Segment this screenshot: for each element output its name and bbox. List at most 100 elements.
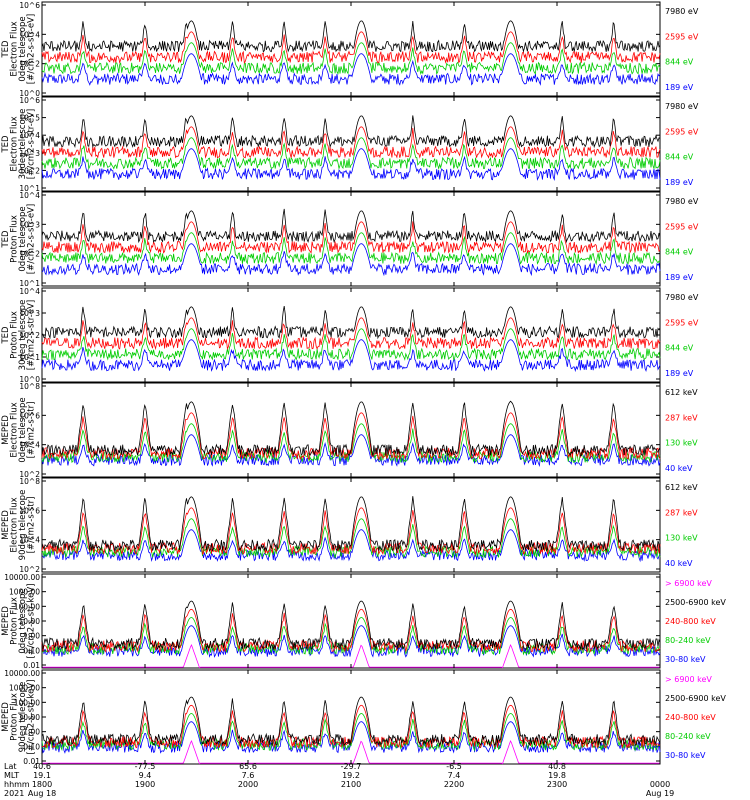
- legend-entry: 189 eV: [665, 369, 694, 378]
- legend-entry: 2500-6900 keV: [665, 598, 726, 607]
- y-axis-label-line: TED: [1, 326, 11, 345]
- y-tick-label: 1000.00: [9, 588, 40, 597]
- series-trace: [41, 608, 661, 653]
- y-tick-label: 10^2: [19, 250, 40, 259]
- legend-entry: 130 keV: [665, 439, 698, 448]
- panel-frame: [41, 669, 661, 765]
- legend-entry: 40 keV: [665, 464, 693, 473]
- x-tick-label: 2100: [341, 780, 361, 789]
- series-trace: [41, 518, 661, 559]
- legend-entry: 130 keV: [665, 534, 698, 543]
- y-tick-label: 100.00: [14, 602, 40, 611]
- y-tick-label: 10000.00: [4, 573, 40, 582]
- legend-entry: 240-800 keV: [665, 713, 716, 722]
- legend-entry: 612 keV: [665, 388, 698, 397]
- legend-entry: 2595 eV: [665, 32, 699, 41]
- series-trace: [41, 625, 661, 658]
- y-axis-label-line: 0deg telescope: [18, 588, 28, 653]
- x-tick-label: 1900: [135, 780, 155, 789]
- series-trace: [41, 400, 661, 457]
- legend-entry: 844 eV: [665, 58, 694, 67]
- y-tick-label: 10^8: [19, 382, 40, 391]
- y-tick-label: 10^5: [19, 114, 40, 123]
- legend-entry: 2595 eV: [665, 127, 699, 136]
- y-tick-label: 10^2: [19, 60, 40, 69]
- y-tick-label: 10^1: [19, 279, 40, 288]
- y-axis-label-line: MEPED: [1, 415, 11, 445]
- series-trace: [41, 232, 661, 266]
- y-axis-label-line: MEPED: [1, 702, 11, 732]
- legend-entry: 2595 eV: [665, 318, 699, 327]
- y-tick-label: 1.00: [23, 632, 40, 641]
- series-trace: [41, 53, 661, 86]
- series-trace: [41, 243, 661, 277]
- x-tick-label: Aug 18: [28, 789, 56, 798]
- y-axis-label-line: TED: [1, 40, 11, 59]
- y-axis-label-line: Proton Flux: [10, 693, 20, 741]
- legend-entry: 30-80 keV: [665, 655, 706, 664]
- x-tick-label: 40.8: [548, 762, 566, 771]
- y-axis-label-line: Electron Flux: [10, 402, 20, 457]
- y-axis-label-line: Electron Flux: [10, 497, 20, 552]
- y-axis-label-line: Proton Flux: [10, 215, 20, 263]
- y-tick-label: 10^8: [19, 477, 40, 486]
- series-trace: [41, 148, 661, 181]
- panel-frame: [41, 287, 661, 383]
- y-tick-label: 10000.00: [4, 669, 40, 678]
- legend-entry: 80-240 keV: [665, 732, 711, 741]
- y-tick-label: 100.00: [14, 698, 40, 707]
- legend-entry: 844 eV: [665, 153, 694, 162]
- y-axis-label-line: 30deg telescope: [18, 109, 28, 180]
- panel-frame: [41, 573, 661, 669]
- x-tick-label: 2200: [444, 780, 464, 789]
- y-axis-label-line: [#/cm2-s-str-keV]: [27, 584, 37, 659]
- panel-frame: [41, 477, 661, 573]
- x-row-label: MLT: [4, 771, 19, 780]
- legend-entry: 240-800 keV: [665, 617, 716, 626]
- y-tick-label: 10^2: [19, 331, 40, 340]
- y-tick-label: 10^1: [19, 184, 40, 193]
- panel-frame: [41, 1, 661, 97]
- y-axis-label-line: 90deg telescope: [18, 682, 28, 753]
- legend-entry: 2500-6900 keV: [665, 694, 726, 703]
- legend-entry: 7980 eV: [665, 102, 699, 111]
- y-tick-label: 10^4: [19, 287, 40, 296]
- y-axis-label-line: [#/cm2-s-str]: [27, 402, 37, 459]
- y-axis-label-line: [#/cm2-s-str-keV]: [27, 680, 37, 755]
- x-tick-label: Aug 19: [646, 789, 674, 798]
- x-row-label: Lat: [4, 762, 17, 771]
- y-axis-label-line: 30deg telescope: [18, 300, 28, 371]
- legend-entry: 189 eV: [665, 273, 694, 282]
- legend-entry: 7980 eV: [665, 293, 699, 302]
- legend-entry: 844 eV: [665, 344, 694, 353]
- legend-entry: > 6900 keV: [665, 579, 712, 588]
- y-tick-label: 10^6: [19, 411, 40, 420]
- legend-entry: 287 keV: [665, 508, 698, 517]
- y-axis-label-line: MEPED: [1, 510, 11, 540]
- series-trace: [41, 507, 661, 556]
- y-axis-label-line: MEPED: [1, 606, 11, 636]
- legend-entry: 844 eV: [665, 248, 694, 257]
- x-tick-label: 1800: [32, 780, 52, 789]
- y-tick-label: 10^2: [19, 166, 40, 175]
- series-trace: [41, 115, 661, 149]
- y-tick-label: 10^6: [19, 1, 40, 10]
- y-tick-label: 10^2: [19, 565, 40, 574]
- series-trace: [41, 306, 661, 340]
- panel-7: 0.01 0.10 1.00 10.00 100.00 1000.00 10000.00 ME…: [1, 573, 726, 670]
- y-tick-label: 0.10: [23, 646, 40, 655]
- panel-frame: [41, 382, 661, 478]
- y-axis-label-line: 0deg telescope: [18, 397, 28, 462]
